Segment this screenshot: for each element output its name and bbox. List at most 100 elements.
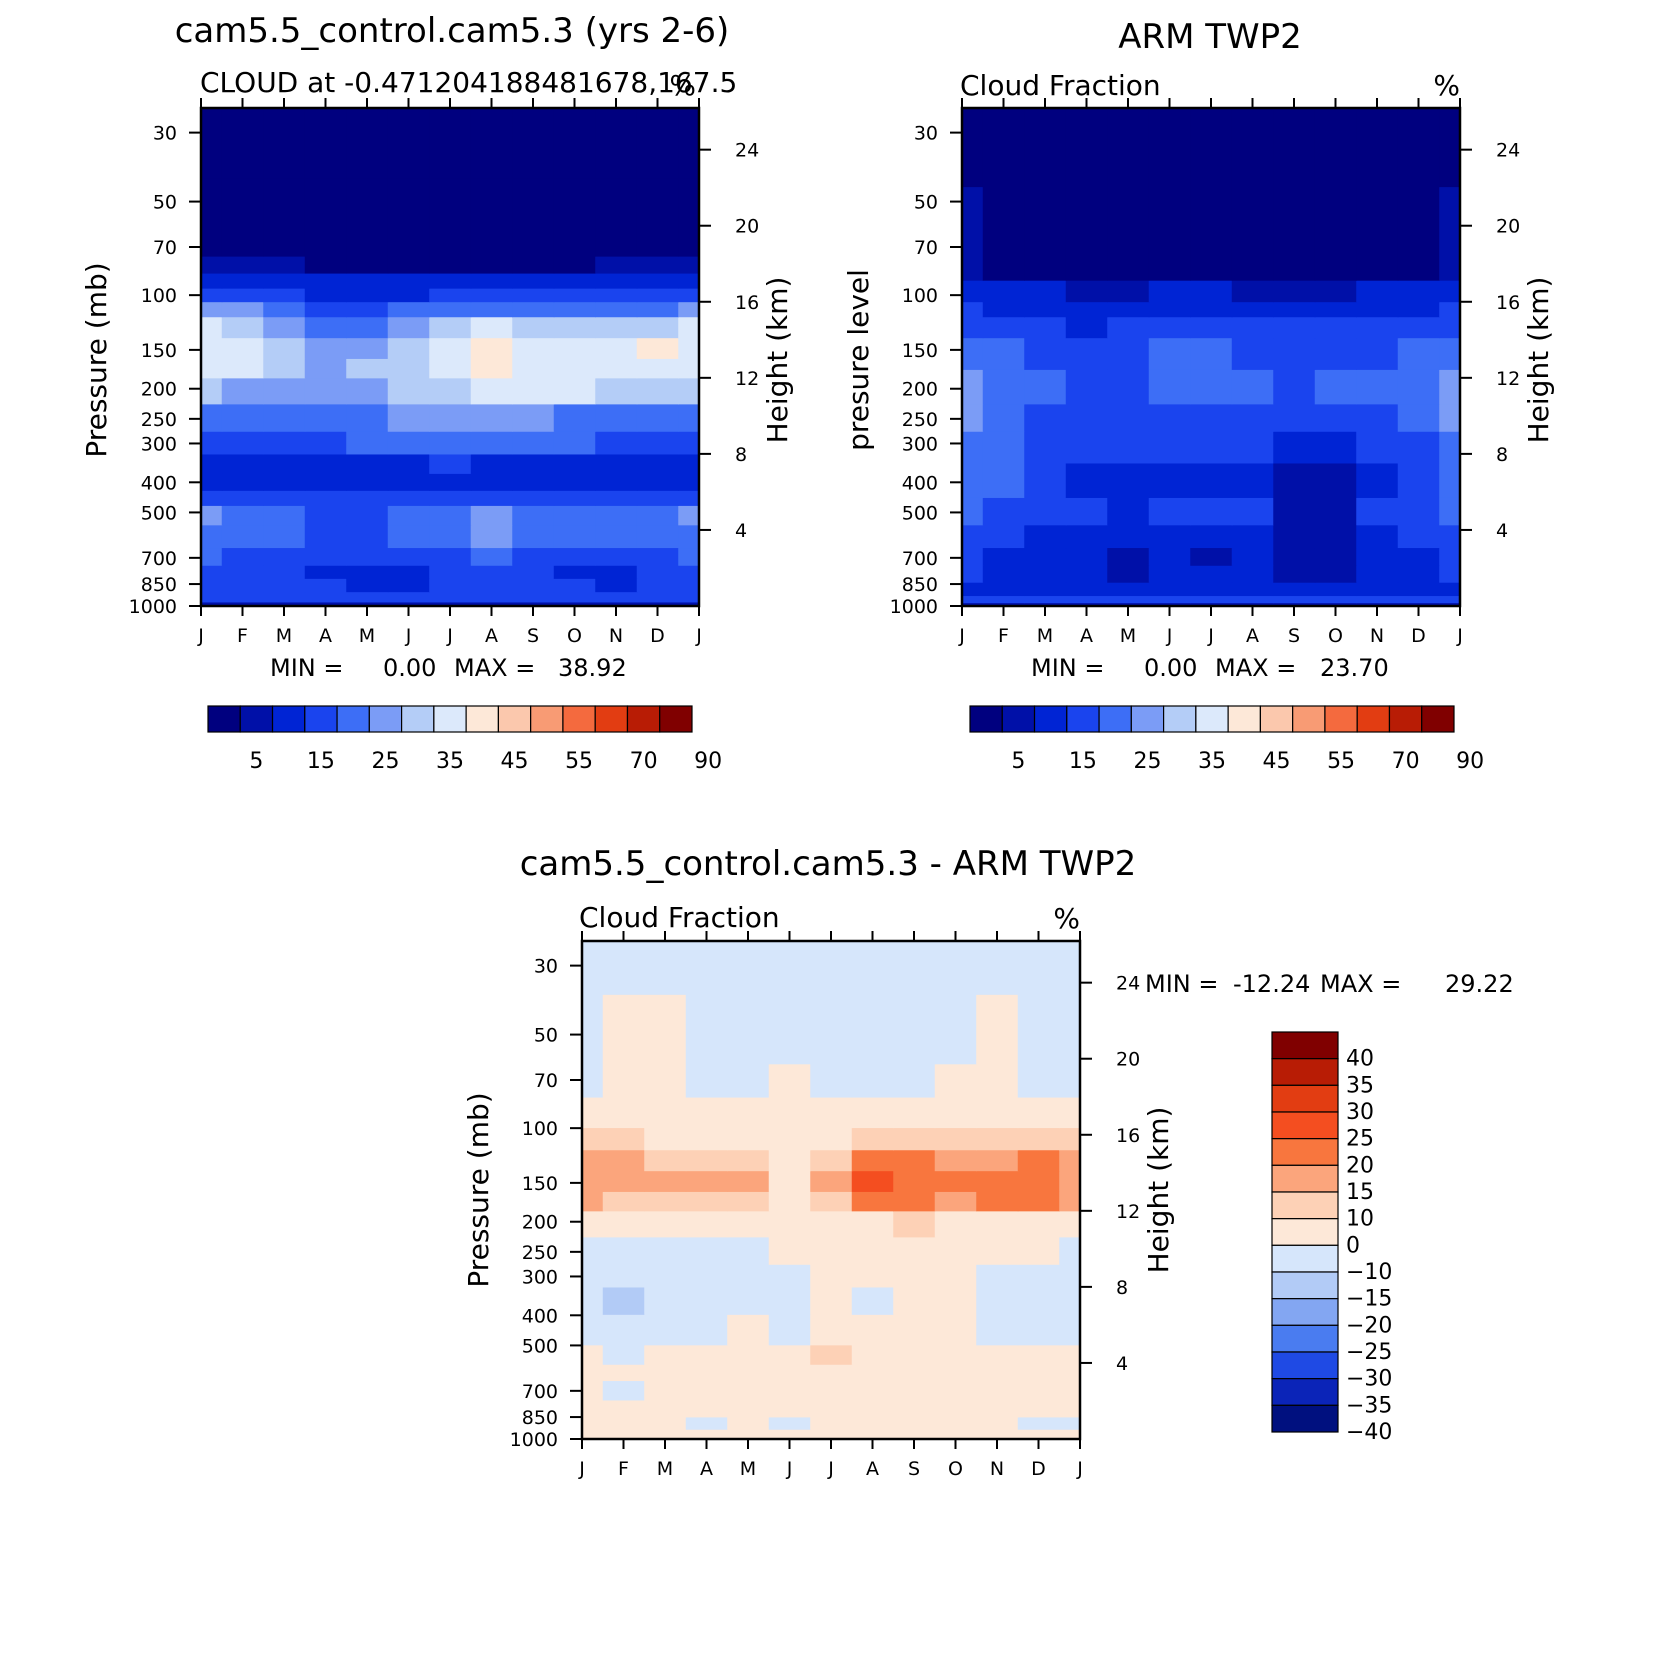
contour-cell bbox=[962, 524, 984, 549]
contour-cell bbox=[768, 1380, 811, 1401]
contour-cell bbox=[346, 578, 389, 593]
contour-cell bbox=[1356, 547, 1399, 566]
contour-cell bbox=[221, 578, 264, 593]
contour-cell bbox=[429, 565, 472, 579]
contour-cell bbox=[768, 1314, 811, 1346]
contour-cell bbox=[644, 1344, 687, 1365]
contour-cell bbox=[1017, 994, 1060, 1065]
contour-cell bbox=[263, 601, 306, 606]
contour-cell bbox=[1017, 1399, 1060, 1418]
contour-cell bbox=[470, 524, 513, 549]
contour-cell bbox=[429, 108, 472, 179]
contour-cell bbox=[553, 272, 596, 289]
contour-cell bbox=[1314, 565, 1357, 583]
contour-cell bbox=[934, 994, 977, 1065]
contour-cell bbox=[962, 582, 984, 597]
colorbar-swatch bbox=[1271, 1031, 1339, 1060]
contour-cell bbox=[346, 272, 389, 289]
contour-cell bbox=[685, 1286, 728, 1315]
colorbar-label: 5 bbox=[1011, 749, 1025, 774]
contour-cell bbox=[1397, 602, 1440, 607]
contour-cell bbox=[644, 1063, 687, 1098]
contour-cell bbox=[1356, 403, 1399, 432]
contour-cell bbox=[346, 490, 389, 506]
contour-cell bbox=[470, 505, 513, 526]
contour-cell bbox=[678, 490, 700, 506]
contour-cell bbox=[678, 578, 700, 593]
contour-cell bbox=[346, 403, 389, 432]
contour-cell bbox=[644, 941, 687, 995]
colorbar-swatch bbox=[1033, 705, 1068, 733]
colorbar-swatch bbox=[1324, 705, 1358, 733]
contour-cell bbox=[1059, 1096, 1081, 1129]
contour-cell bbox=[1273, 186, 1316, 281]
colorbar-label: −40 bbox=[1346, 1420, 1392, 1445]
contour-cell bbox=[636, 316, 679, 339]
contour-cell bbox=[727, 1264, 770, 1288]
contour-cell bbox=[221, 256, 264, 274]
contour-cell bbox=[512, 358, 555, 379]
contour-cell bbox=[553, 377, 596, 405]
contour-cell bbox=[768, 1063, 811, 1098]
contour-cell bbox=[636, 524, 679, 549]
contour-cell bbox=[893, 1416, 936, 1430]
contour-cell bbox=[595, 177, 638, 257]
contour-cell bbox=[727, 994, 770, 1065]
contour-cell bbox=[582, 1364, 604, 1382]
y-tick-label: 100 bbox=[141, 285, 177, 307]
contour-cell bbox=[1059, 1416, 1081, 1430]
contour-cell bbox=[304, 256, 347, 274]
x-tick-label: M bbox=[740, 1458, 756, 1480]
colorbar-swatch bbox=[1388, 705, 1423, 733]
contour-cell bbox=[636, 108, 679, 179]
contour-cell bbox=[1148, 316, 1191, 339]
contour-cell bbox=[221, 524, 264, 549]
contour-cell bbox=[595, 431, 638, 455]
contour-cell bbox=[1273, 582, 1316, 597]
contour-cell bbox=[346, 524, 389, 549]
contour-cell bbox=[1148, 602, 1191, 607]
colorbar-swatch bbox=[1271, 1138, 1339, 1166]
contour-cell bbox=[934, 1236, 977, 1265]
contour-cell bbox=[1439, 602, 1461, 607]
contour-cell bbox=[685, 1344, 728, 1365]
contour-cell bbox=[678, 288, 700, 303]
contour-cell bbox=[263, 272, 306, 289]
contour-cell bbox=[893, 1063, 936, 1098]
contour-cell bbox=[1017, 1149, 1060, 1172]
contour-cell bbox=[263, 505, 306, 526]
contour-cell bbox=[727, 1314, 770, 1346]
x-tick-label: N bbox=[1370, 625, 1384, 647]
contour-cell bbox=[221, 358, 264, 379]
contour-cell bbox=[982, 301, 1025, 318]
y-tick-label: 700 bbox=[522, 1381, 558, 1403]
contour-cell bbox=[1017, 1416, 1060, 1430]
contour-cell bbox=[636, 337, 679, 359]
contour-cell bbox=[201, 473, 223, 491]
contour-cell bbox=[387, 473, 430, 491]
contour-cell bbox=[810, 1416, 853, 1430]
colorbar-label: 0 bbox=[1346, 1233, 1360, 1258]
contour-cell bbox=[893, 1286, 936, 1315]
contour-cell bbox=[768, 1399, 811, 1418]
contour-cell bbox=[512, 601, 555, 606]
contour-cell bbox=[553, 301, 596, 318]
contour-cell bbox=[1148, 280, 1191, 303]
contour-cell bbox=[470, 337, 513, 359]
contour-cell bbox=[1107, 462, 1150, 498]
contour-cell bbox=[1017, 1191, 1060, 1212]
contour-cell bbox=[304, 337, 347, 359]
contour-cell bbox=[346, 505, 389, 526]
contour-cell bbox=[553, 547, 596, 566]
contour-cell bbox=[1190, 108, 1233, 188]
contour-cell bbox=[685, 994, 728, 1065]
contour-cell bbox=[1356, 337, 1399, 370]
colorbar-label: −25 bbox=[1346, 1340, 1392, 1365]
contour-cell bbox=[1439, 497, 1461, 526]
contour-cell bbox=[602, 1127, 645, 1151]
contour-cell bbox=[644, 1399, 687, 1418]
contour-cell bbox=[346, 453, 389, 474]
contour-cell bbox=[768, 1286, 811, 1315]
contour-cell bbox=[727, 1063, 770, 1098]
contour-cell bbox=[1314, 595, 1357, 604]
